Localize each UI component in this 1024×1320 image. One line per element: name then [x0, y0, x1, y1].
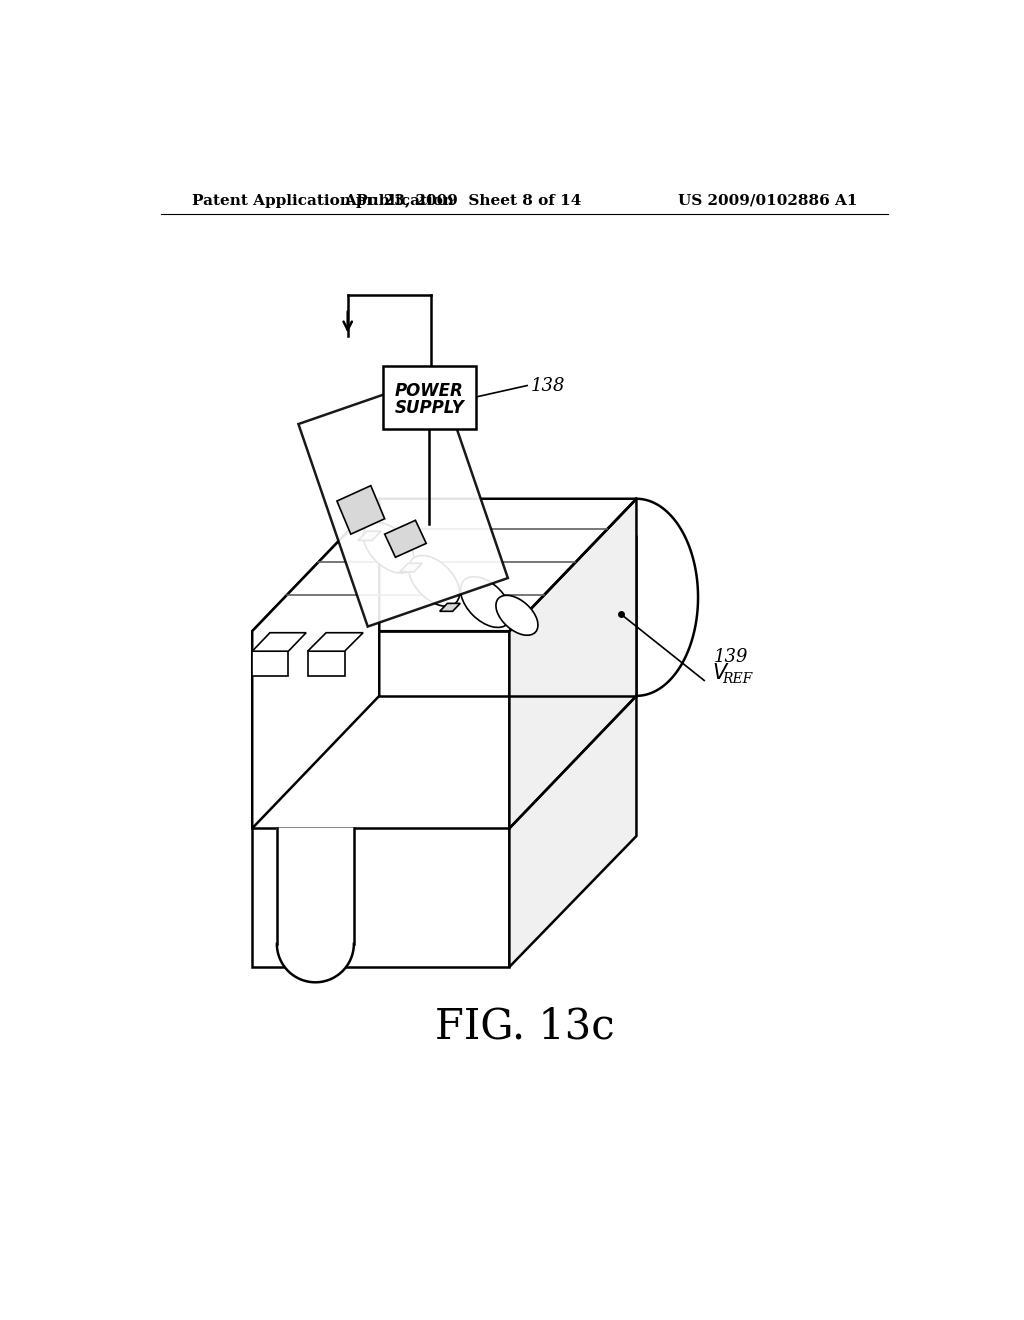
Polygon shape: [399, 564, 422, 572]
Ellipse shape: [461, 577, 511, 627]
Polygon shape: [276, 829, 354, 982]
Polygon shape: [637, 499, 698, 696]
Bar: [383, 366, 475, 429]
Polygon shape: [509, 499, 637, 829]
Polygon shape: [252, 499, 637, 631]
Polygon shape: [298, 376, 508, 627]
Text: $\mathit{V}$: $\mathit{V}$: [712, 663, 729, 682]
Text: POWER: POWER: [395, 381, 464, 400]
Polygon shape: [509, 536, 637, 966]
Polygon shape: [252, 667, 509, 966]
Polygon shape: [439, 603, 460, 611]
Text: 138: 138: [531, 376, 565, 395]
Polygon shape: [252, 651, 289, 676]
Polygon shape: [358, 531, 381, 540]
Polygon shape: [337, 486, 385, 535]
Text: REF: REF: [723, 672, 753, 686]
Polygon shape: [385, 520, 426, 557]
Text: Apr. 23, 2009  Sheet 8 of 14: Apr. 23, 2009 Sheet 8 of 14: [344, 194, 582, 207]
Text: SUPPLY: SUPPLY: [394, 399, 464, 417]
Polygon shape: [307, 632, 364, 651]
Text: 139: 139: [714, 648, 748, 667]
Ellipse shape: [496, 595, 538, 635]
Polygon shape: [252, 632, 306, 651]
Ellipse shape: [409, 556, 460, 606]
Text: FIG. 13c: FIG. 13c: [435, 1006, 614, 1048]
Text: US 2009/0102886 A1: US 2009/0102886 A1: [678, 194, 857, 207]
Polygon shape: [252, 499, 379, 829]
Polygon shape: [307, 651, 345, 676]
Polygon shape: [252, 631, 509, 829]
Text: Patent Application Publication: Patent Application Publication: [193, 194, 455, 207]
Ellipse shape: [364, 523, 415, 573]
